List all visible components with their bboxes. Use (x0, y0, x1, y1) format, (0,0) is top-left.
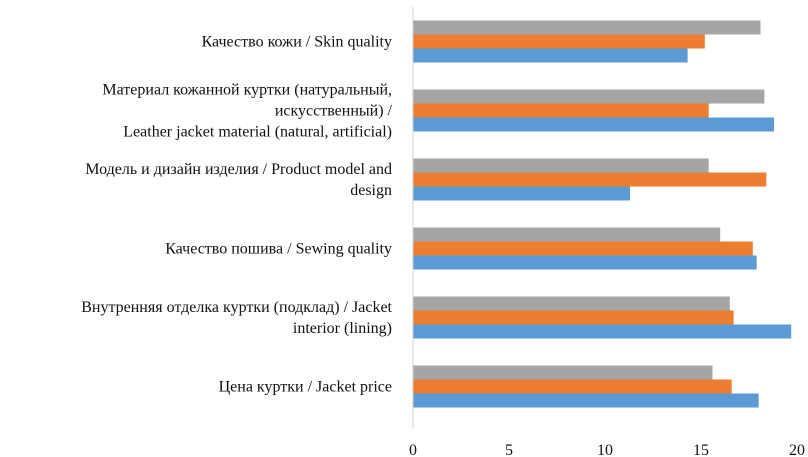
bar (413, 227, 721, 242)
bar (413, 158, 709, 173)
category-label: Цена куртки / Jacket price (219, 379, 392, 396)
x-tick-label: 10 (597, 442, 613, 457)
bar (413, 324, 792, 339)
bar (413, 186, 630, 201)
bar (413, 20, 761, 35)
bar (413, 117, 774, 132)
bar (413, 241, 753, 256)
bar (413, 34, 705, 49)
bar (413, 103, 709, 118)
bar (413, 296, 730, 311)
bar (413, 379, 732, 394)
bar (413, 89, 765, 104)
x-tick-label: 0 (409, 442, 417, 457)
bars (413, 20, 792, 408)
bar (413, 255, 757, 270)
x-tick-label: 15 (693, 442, 709, 457)
bar (413, 172, 767, 187)
category-label: Внутренняя отделка куртки (подклад) / Ja… (81, 299, 392, 337)
bar (413, 393, 759, 408)
x-axis-ticks: 0 5 10 15 20 (409, 442, 805, 457)
x-tick-label: 5 (505, 442, 513, 457)
x-tick-label: 20 (789, 442, 805, 457)
category-label: Качество пошива / Sewing quality (165, 241, 392, 258)
category-label: Качество кожи / Skin quality (202, 34, 392, 51)
bar (413, 365, 713, 380)
category-label: Материал кожанной куртки (натуральный, ис… (102, 82, 392, 141)
bar (413, 310, 734, 325)
bar (413, 48, 688, 63)
category-label: Модель и дизайн изделия / Product model … (85, 161, 392, 199)
category-labels: Качество кожи / Skin quality Материал кож… (81, 34, 392, 396)
